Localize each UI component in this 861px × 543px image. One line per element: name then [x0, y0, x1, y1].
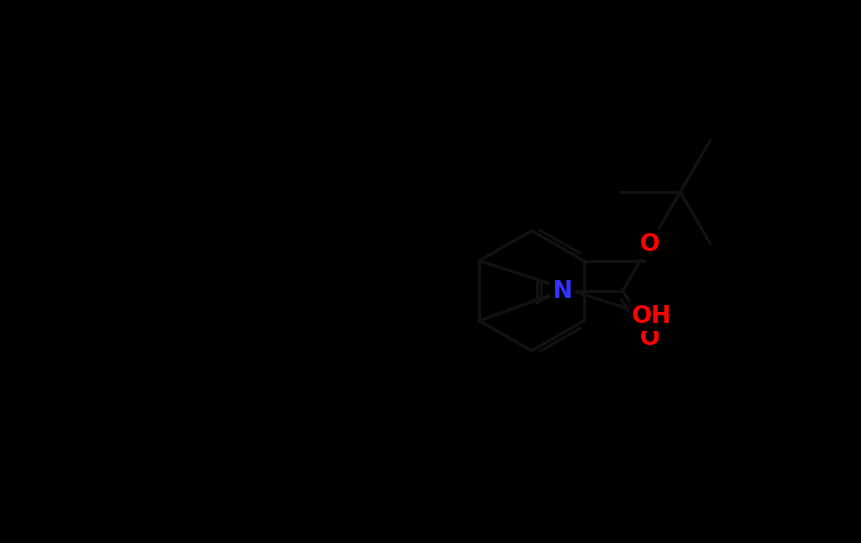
Text: OH: OH [632, 305, 672, 329]
Text: O: O [640, 326, 660, 350]
Text: N: N [553, 279, 573, 303]
Text: O: O [640, 232, 660, 256]
